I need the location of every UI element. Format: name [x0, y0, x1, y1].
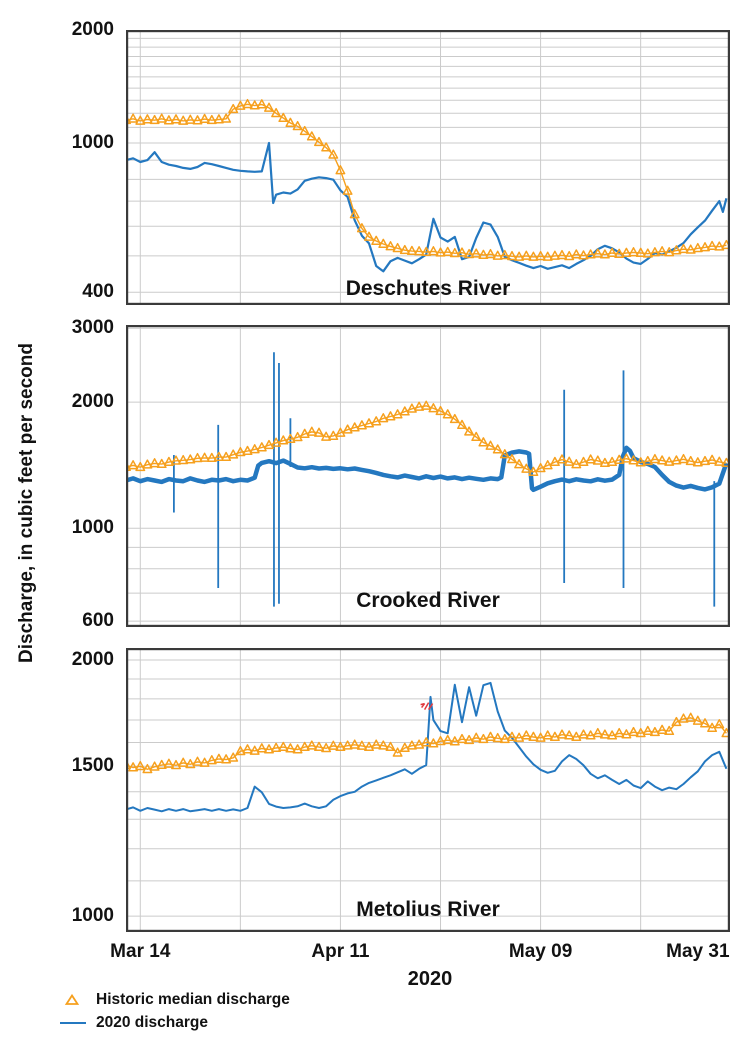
crooked-plot	[126, 325, 730, 627]
deschutes-plot	[126, 30, 730, 305]
legend: Historic median discharge 2020 discharge	[58, 988, 290, 1034]
legend-label-historic-median: Historic median discharge	[96, 990, 290, 1008]
x-tick-label: Apr 11	[311, 941, 370, 962]
panel-title-crooked: Crooked River	[356, 589, 500, 612]
series-historic-median-line	[127, 103, 727, 258]
panel-crooked: Crooked River	[126, 325, 730, 627]
series-2020-discharge	[127, 681, 728, 813]
plot-frame	[126, 30, 730, 305]
y-tick-label: 2000	[71, 19, 114, 40]
y-tick-label: 2000	[71, 391, 114, 413]
y-tick-label: 1000	[71, 517, 114, 539]
line-icon	[58, 1021, 96, 1024]
panel-title-metolius: Metolius River	[356, 898, 500, 921]
y-tick-label: 3000	[71, 317, 114, 339]
series-2020-discharge	[127, 445, 729, 493]
y-tick-label: 1500	[71, 755, 114, 777]
panel-deschutes: Deschutes River	[126, 30, 730, 305]
legend-item-historic-median: Historic median discharge	[58, 988, 290, 1011]
plot-frame	[126, 648, 730, 932]
series-historic-median-line	[127, 405, 727, 473]
y-tick-label: 2000	[71, 648, 114, 670]
legend-label-2020-discharge: 2020 discharge	[96, 1013, 209, 1031]
x-tick-label: May 09	[508, 941, 573, 962]
triangle-icon	[58, 993, 96, 1007]
red-scribble-marker	[420, 702, 434, 711]
series-historic-median-markers	[127, 400, 729, 476]
y-tick-label: 1000	[71, 905, 114, 927]
x-axis-title: 2020	[407, 968, 453, 990]
panel-title-deschutes: Deschutes River	[345, 277, 511, 300]
series-historic-median-markers	[127, 98, 729, 261]
y-tick-label: 400	[82, 281, 114, 303]
plot-frame	[126, 325, 730, 627]
y-tick-label: 600	[82, 610, 114, 632]
legend-item-2020-discharge: 2020 discharge	[58, 1011, 290, 1034]
x-tick-label: Mar 14	[110, 941, 171, 962]
panel-metolius: Metolius River	[126, 648, 730, 932]
x-tick-label: May 31	[666, 941, 730, 962]
series-historic-median-line	[127, 717, 727, 771]
metolius-plot	[126, 648, 730, 932]
y-tick-label: 1000	[71, 131, 114, 153]
